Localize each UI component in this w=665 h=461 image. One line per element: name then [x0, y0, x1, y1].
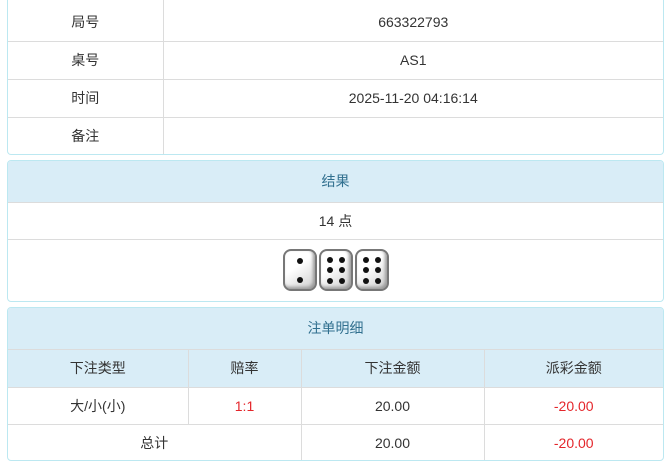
- remark: [162, 116, 663, 154]
- info-row: 时间 2025-11-20 04:16:14: [8, 78, 663, 118]
- result-panel: 结果 14 点: [7, 160, 664, 302]
- table-id: AS1: [162, 40, 663, 80]
- pip: [338, 267, 345, 274]
- time: 2025-11-20 04:16:14: [162, 78, 663, 118]
- col-bet-amount: 下注金额: [300, 348, 485, 388]
- round-id: 663322793: [162, 0, 663, 42]
- pip: [362, 267, 369, 274]
- bet-detail-title: 注单明细: [8, 308, 663, 350]
- pip: [296, 276, 303, 283]
- pip: [338, 256, 345, 263]
- bet-amount: 20.00: [300, 386, 485, 425]
- column-headers: 下注类型 赔率 下注金额 派彩金额: [8, 348, 663, 388]
- dice-group: [282, 249, 389, 292]
- round-info-panel: 局号 663322793 桌号 AS1 时间 2025-11-20 04:16:14 …: [7, 0, 664, 155]
- result-title: 结果: [8, 161, 663, 203]
- die-6-icon: [354, 249, 389, 292]
- total-amount: 20.00: [300, 423, 485, 460]
- label: 时间: [8, 78, 164, 118]
- col-odds: 赔率: [187, 348, 302, 388]
- pip: [326, 267, 333, 274]
- bet-detail-panel: 注单明细 下注类型 赔率 下注金额 派彩金额 大/小(小) 1:1 20.00 …: [7, 307, 664, 461]
- info-row: 局号 663322793: [8, 0, 663, 42]
- pip: [362, 256, 369, 263]
- pip: [362, 277, 369, 284]
- label: 备注: [8, 116, 164, 154]
- odds: 1:1: [187, 386, 302, 425]
- col-payout: 派彩金额: [483, 348, 663, 388]
- bet-type: 大/小(小): [8, 386, 189, 425]
- payout: -20.00: [483, 386, 663, 425]
- dice-cell: [8, 238, 663, 301]
- die-6-icon: [318, 249, 353, 292]
- pip: [374, 256, 381, 263]
- table-row: 大/小(小) 1:1 20.00 -20.00: [8, 386, 663, 425]
- total-label: 总计: [8, 423, 302, 460]
- total-row: 总计 20.00 -20.00: [8, 423, 663, 460]
- pip: [326, 256, 333, 263]
- info-row: 桌号 AS1: [8, 40, 663, 80]
- pip: [374, 277, 381, 284]
- label: 桌号: [8, 40, 164, 80]
- pip: [374, 267, 381, 274]
- result-points: 14 点: [8, 201, 663, 240]
- info-row: 备注: [8, 116, 663, 154]
- total-payout: -20.00: [483, 423, 663, 460]
- col-bet-type: 下注类型: [8, 348, 189, 388]
- pip: [296, 257, 303, 264]
- pip: [326, 277, 333, 284]
- die-2-icon: [282, 249, 317, 292]
- pip: [338, 277, 345, 284]
- label: 局号: [8, 0, 164, 42]
